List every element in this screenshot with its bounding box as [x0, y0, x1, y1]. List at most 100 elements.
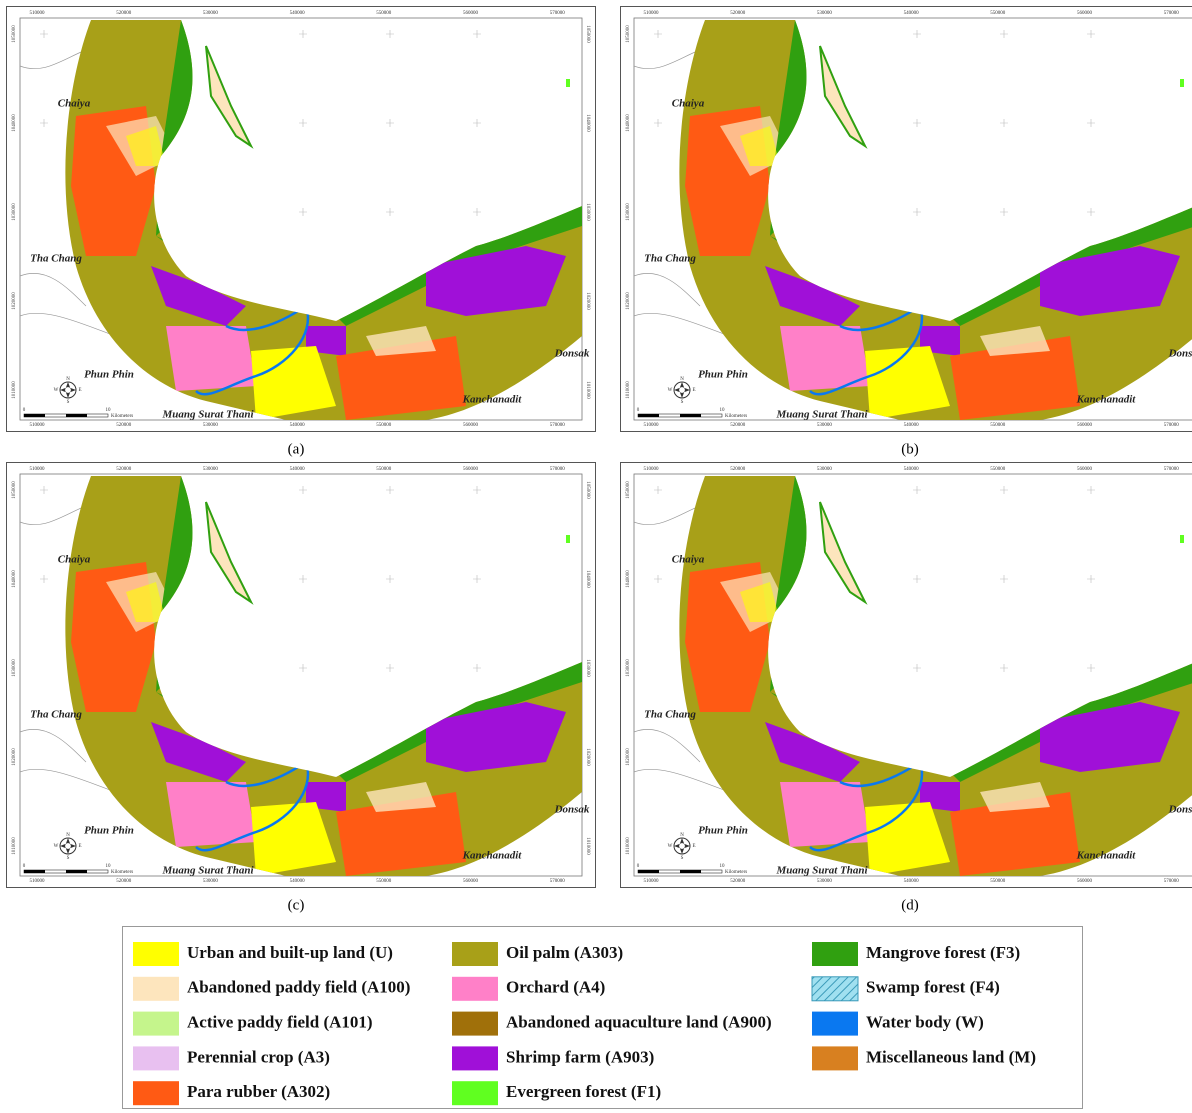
place-name: Kanchanadit [1076, 394, 1137, 406]
northing-label: 1040000 [585, 570, 590, 588]
northing-label: 1030000 [12, 659, 17, 677]
northing-label: 1010000 [585, 837, 590, 855]
easting-label: 540000 [290, 467, 306, 472]
northing-label: 1010000 [626, 837, 631, 855]
easting-label: 550000 [990, 423, 1006, 428]
northing-label: 1010000 [12, 837, 17, 855]
place-name: Phun Phin [84, 825, 134, 837]
compass-letter: S [67, 856, 70, 861]
easting-label: 530000 [817, 879, 833, 884]
legend-label: Orchard (A4) [506, 978, 605, 997]
easting-label: 550000 [376, 11, 392, 16]
easting-label: 560000 [1077, 879, 1093, 884]
place-name: Donsak [554, 804, 590, 816]
easting-label: 570000 [550, 11, 566, 16]
legend-swatch [133, 1046, 179, 1070]
place-name: Kanchanadit [462, 394, 523, 406]
compass-letter: E [78, 388, 81, 393]
compass-letter: N [66, 377, 70, 382]
compass-letter: S [681, 856, 684, 861]
place-name: Chaiya [672, 98, 705, 110]
easting-label: 570000 [550, 423, 566, 428]
compass-letter: W [668, 844, 673, 849]
easting-label: 530000 [203, 467, 219, 472]
map-panel: 5100005100005200005200005300005300005400… [7, 463, 596, 888]
easting-label: 560000 [463, 423, 479, 428]
easting-label: 560000 [463, 11, 479, 16]
easting-label: 570000 [550, 467, 566, 472]
place-name: Chaiya [58, 554, 91, 566]
compass-letter: S [681, 400, 684, 405]
place-name: Kanchanadit [462, 850, 523, 862]
legend-swatch [812, 942, 858, 966]
northing-label: 1010000 [626, 381, 631, 399]
legend-swatch [452, 977, 498, 1001]
scale-label: Kilometers [725, 870, 747, 875]
scale-label: Kilometers [725, 414, 747, 419]
compass-letter: E [692, 844, 695, 849]
northing-label: 1040000 [12, 570, 17, 588]
easting-label: 520000 [116, 11, 132, 16]
easting-label: 510000 [644, 11, 660, 16]
easting-label: 570000 [1164, 423, 1180, 428]
northing-label: 1020000 [12, 748, 17, 766]
northing-label: 1040000 [585, 114, 590, 132]
legend-label: Water body (W) [866, 1013, 984, 1032]
easting-label: 520000 [116, 423, 132, 428]
compass-letter: N [680, 833, 684, 838]
legend-swatch [452, 942, 498, 966]
place-name: Donsak [554, 348, 590, 360]
scale-label: 10 [720, 408, 726, 413]
easting-label: 510000 [644, 423, 660, 428]
easting-label: 540000 [290, 11, 306, 16]
northing-label: 1030000 [585, 203, 590, 221]
panel-caption: (c) [288, 897, 305, 913]
northing-label: 1010000 [585, 381, 590, 399]
easting-label: 570000 [1164, 879, 1180, 884]
easting-label: 510000 [30, 467, 46, 472]
easting-label: 520000 [730, 11, 746, 16]
place-name: Tha Chang [30, 253, 82, 265]
northing-label: 1040000 [12, 114, 17, 132]
legend-swatch [133, 942, 179, 966]
easting-label: 540000 [290, 879, 306, 884]
northing-label: 1050000 [626, 481, 631, 499]
northing-label: 1020000 [585, 748, 590, 766]
legend-swatch [812, 1012, 858, 1036]
legend-swatch [452, 1046, 498, 1070]
legend-label: Oil palm (A303) [506, 943, 623, 962]
northing-label: 1040000 [626, 570, 631, 588]
place-name: Tha Chang [30, 709, 82, 721]
place-name: Chaiya [672, 554, 705, 566]
legend-label: Mangrove forest (F3) [866, 943, 1020, 962]
northing-label: 1020000 [626, 748, 631, 766]
easting-label: 540000 [904, 879, 920, 884]
legend-label: Abandoned paddy field (A100) [187, 978, 410, 997]
compass-letter: S [67, 400, 70, 405]
place-name: Tha Chang [644, 253, 696, 265]
northing-label: 1020000 [626, 292, 631, 310]
legend-label: Active paddy field (A101) [187, 1013, 373, 1032]
compass-letter: W [54, 388, 59, 393]
legend-label: Shrimp farm (A903) [506, 1047, 654, 1066]
easting-label: 520000 [730, 467, 746, 472]
place-name: Phun Phin [84, 369, 134, 381]
place-name: Donsak [1168, 804, 1192, 816]
legend-label: Miscellaneous land (M) [866, 1047, 1036, 1066]
easting-label: 510000 [30, 423, 46, 428]
map-panel: 5100005100005200005200005300005300005400… [621, 7, 1192, 432]
easting-label: 560000 [1077, 423, 1093, 428]
easting-label: 550000 [376, 879, 392, 884]
easting-label: 520000 [116, 467, 132, 472]
northing-label: 1020000 [12, 292, 17, 310]
place-name: Phun Phin [698, 369, 748, 381]
northing-label: 1050000 [12, 25, 17, 43]
easting-label: 520000 [730, 423, 746, 428]
scale-label: Kilometers [111, 870, 133, 875]
easting-label: 560000 [1077, 467, 1093, 472]
easting-label: 560000 [1077, 11, 1093, 16]
easting-label: 550000 [990, 467, 1006, 472]
place-name: Chaiya [58, 98, 91, 110]
northing-label: 1050000 [626, 25, 631, 43]
northing-label: 1030000 [626, 203, 631, 221]
